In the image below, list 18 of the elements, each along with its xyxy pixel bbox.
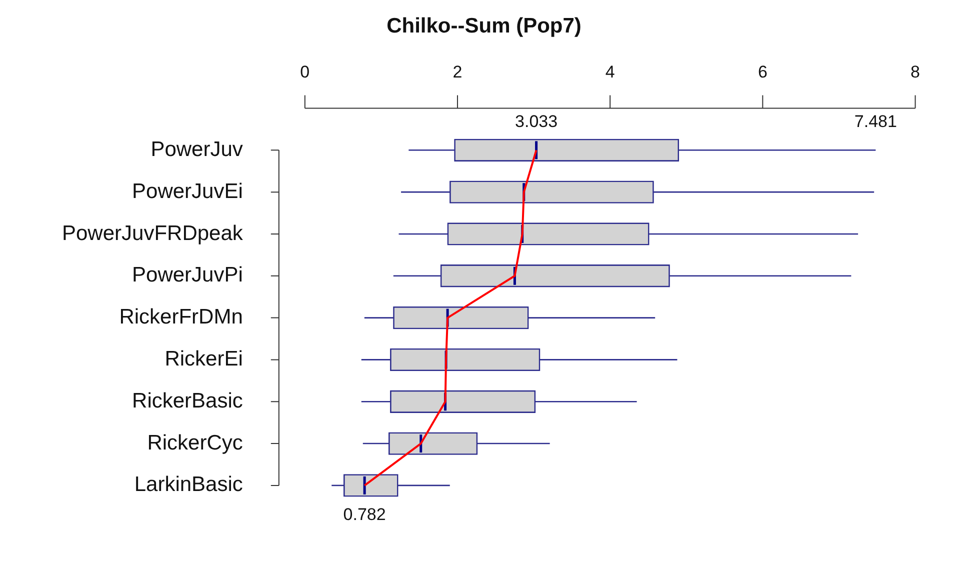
y-tick-label: PowerJuvEi [132,180,243,203]
annotation: 3.033 [515,112,558,131]
y-tick-label: RickerBasic [132,389,243,412]
x-tick-label: 6 [758,62,768,82]
y-tick-label: LarkinBasic [134,473,243,496]
x-tick-label: 0 [300,62,310,82]
y-tick-label: PowerJuv [150,138,244,161]
x-tick-label: 8 [910,62,920,82]
y-tick-label: PowerJuvPi [132,264,243,287]
x-tick-label: 4 [605,62,615,82]
y-tick-label: PowerJuvFRDpeak [62,222,244,245]
y-tick-label: RickerCyc [147,431,243,454]
annotation: 0.782 [343,505,386,524]
y-tick-label: RickerEi [164,348,243,371]
y-tick-label: RickerFrDMn [119,306,243,329]
x-tick-label: 2 [452,62,462,82]
annotation: 7.481 [854,112,897,131]
chart-title: Chilko--Sum (Pop7) [386,14,582,38]
